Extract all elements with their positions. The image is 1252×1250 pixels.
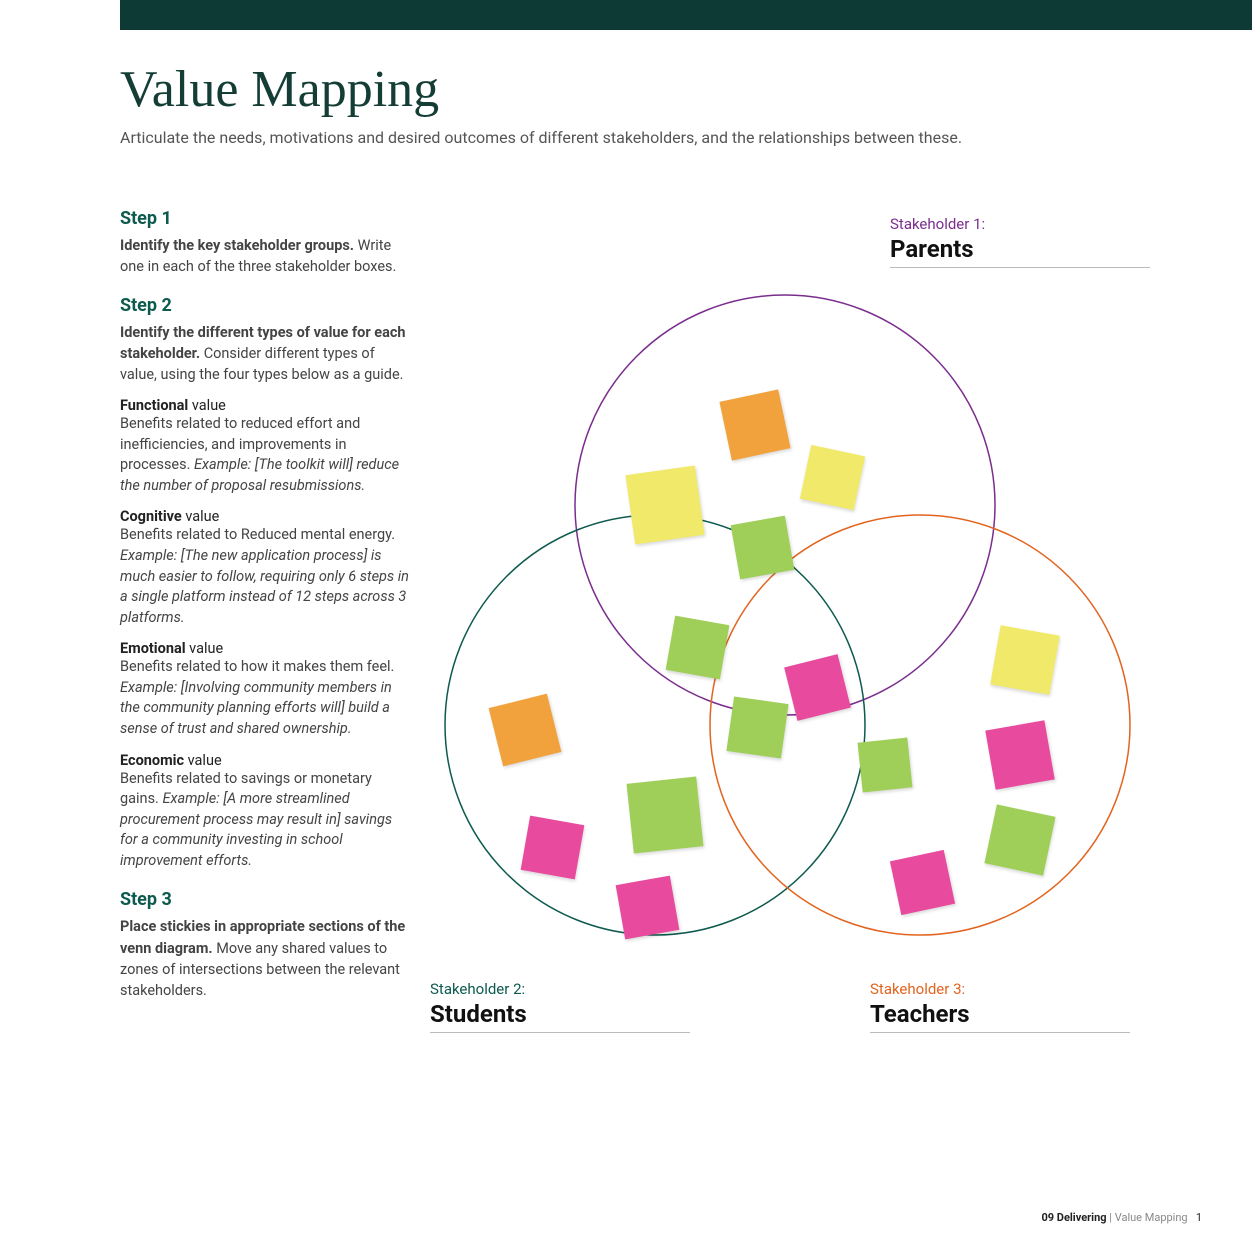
footer-title: Value Mapping (1115, 1211, 1188, 1224)
value-type-body: Benefits related to reduced effort and i… (120, 414, 410, 496)
stakeholder-1-label: Stakeholder 1: (890, 215, 1150, 233)
value-type-body: Benefits related to savings or monetary … (120, 769, 410, 872)
value-type-body: Benefits related to how it makes them fe… (120, 657, 410, 739)
sticky-note[interactable] (985, 720, 1055, 790)
sticky-note[interactable] (521, 816, 585, 880)
sticky-note[interactable] (800, 445, 865, 510)
stickies-layer (430, 280, 1150, 1000)
step-heading: Step 3 (120, 889, 410, 910)
sticky-note[interactable] (627, 777, 704, 854)
step-heading: Step 2 (120, 295, 410, 316)
sticky-note[interactable] (731, 516, 795, 580)
sticky-note[interactable] (666, 616, 730, 680)
page-title: Value Mapping (120, 60, 439, 119)
page-footer: 09 Delivering | Value Mapping 1 (1041, 1211, 1202, 1224)
sticky-note[interactable] (616, 876, 680, 940)
step-body: Identify the key stakeholder groups. Wri… (120, 235, 410, 277)
sticky-note[interactable] (984, 804, 1055, 875)
sticky-note[interactable] (719, 389, 790, 460)
sticky-note[interactable] (489, 694, 562, 767)
value-type-heading: Economic value (120, 752, 410, 769)
stakeholder-1-name: Parents (890, 235, 1150, 268)
value-type-heading: Emotional value (120, 640, 410, 657)
sticky-note[interactable] (726, 696, 788, 758)
value-type-heading: Functional value (120, 397, 410, 414)
sticky-note[interactable] (990, 625, 1060, 695)
stakeholder-2-name: Students (430, 1000, 690, 1033)
footer-section: 09 Delivering (1041, 1211, 1106, 1224)
footer-sep: | (1107, 1211, 1115, 1224)
venn-diagram-area: Stakeholder 1: Parents Stakeholder 2: St… (430, 190, 1150, 1090)
sticky-note[interactable] (890, 850, 955, 915)
stakeholder-1-block: Stakeholder 1: Parents (890, 215, 1150, 268)
step-body: Place stickies in appropriate sections o… (120, 916, 410, 1000)
instructions-sidebar: Step 1 Identify the key stakeholder group… (120, 190, 410, 1007)
footer-page: 1 (1196, 1211, 1202, 1224)
page-subtitle: Articulate the needs, motivations and de… (120, 128, 962, 147)
header-bar (120, 0, 1252, 30)
sticky-note[interactable] (625, 465, 704, 544)
step-heading: Step 1 (120, 208, 410, 229)
sticky-note[interactable] (858, 738, 913, 793)
step-body: Identify the different types of value fo… (120, 322, 410, 385)
value-type-body: Benefits related to Reduced mental energ… (120, 525, 410, 628)
stakeholder-3-name: Teachers (870, 1000, 1130, 1033)
sticky-note[interactable] (784, 654, 851, 721)
value-type-heading: Cognitive value (120, 508, 410, 525)
